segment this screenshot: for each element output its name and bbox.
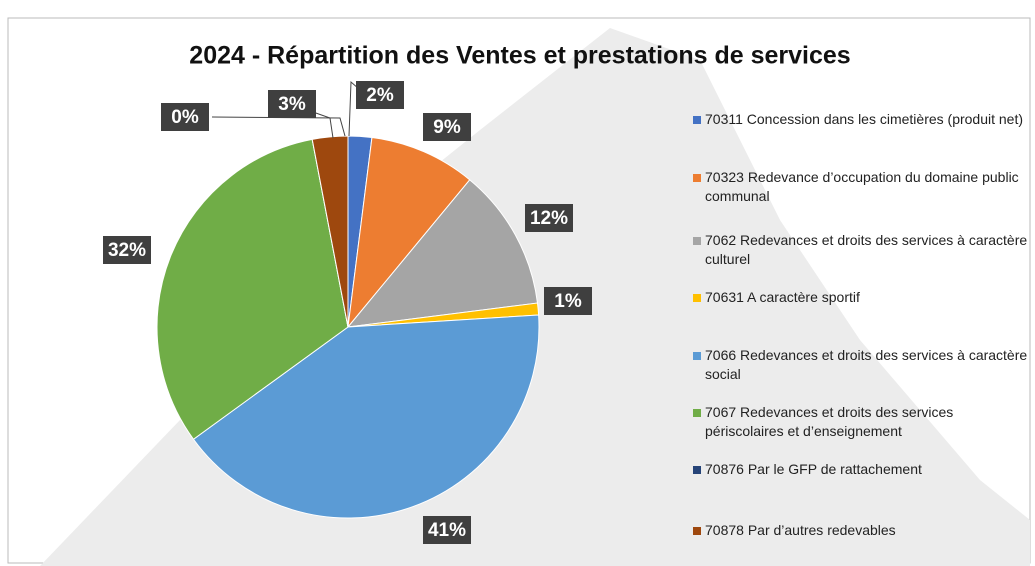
data-label: 1% xyxy=(554,291,582,312)
legend-label: 7062 Redevances et droits des services à… xyxy=(705,232,1028,267)
data-label: 3% xyxy=(278,94,306,115)
pie xyxy=(156,135,540,519)
legend-item: 70878 Par d’autres redevables xyxy=(693,521,1028,540)
legend-item: 7066 Redevances et droits des services à… xyxy=(693,346,1028,384)
legend-label: 70631 A caractère sportif xyxy=(705,289,860,305)
leader-line xyxy=(211,116,346,137)
chart-title: 2024 - Répartition des Ventes et prestat… xyxy=(189,42,850,70)
legend-item: 70311 Concession dans les cimetières (pr… xyxy=(693,110,1028,129)
legend-swatch xyxy=(693,116,701,124)
pie-slice xyxy=(192,314,540,519)
legend-label: 70311 Concession dans les cimetières (pr… xyxy=(705,111,1024,127)
legend-item: 7067 Redevances et droits des services p… xyxy=(693,403,1028,441)
data-labels: 2% 9% 12% 1% 41% 32% 0% 3% xyxy=(103,80,592,544)
legend-item: 7062 Redevances et droits des services à… xyxy=(693,231,1028,269)
data-label: 9% xyxy=(433,117,461,138)
data-label-box xyxy=(423,516,471,544)
legend-swatch xyxy=(693,174,701,182)
legend-swatch xyxy=(693,294,701,302)
legend-label: 7067 Redevances et droits des services p… xyxy=(705,404,954,439)
legend-item: 70631 A caractère sportif xyxy=(693,288,1028,307)
legend-swatch xyxy=(693,527,701,535)
legend-label: 7066 Redevances et droits des services à… xyxy=(705,347,1028,382)
data-label-box xyxy=(525,204,573,232)
data-label-box xyxy=(356,81,404,109)
data-label: 0% xyxy=(171,107,199,128)
data-label-box xyxy=(268,90,316,118)
data-label: 2% xyxy=(366,85,394,106)
pie-slice xyxy=(311,135,349,328)
legend-item: 70323 Redevance d’occupation du domaine … xyxy=(693,168,1028,206)
data-label: 32% xyxy=(108,240,146,261)
data-label: 12% xyxy=(530,208,568,229)
pie-slice xyxy=(156,138,349,440)
legend-item: 70876 Par le GFP de rattachement xyxy=(693,460,1028,479)
pie-slice xyxy=(347,136,471,329)
data-label-box xyxy=(423,113,471,141)
data-label: 41% xyxy=(428,520,466,541)
legend-label: 70876 Par le GFP de rattachement xyxy=(705,461,922,477)
legend-label: 70878 Par d’autres redevables xyxy=(705,522,896,538)
data-label-box xyxy=(544,287,592,315)
leader-line xyxy=(312,111,334,139)
data-label-box xyxy=(161,103,209,131)
legend-label: 70323 Redevance d’occupation du domaine … xyxy=(705,169,1019,204)
legend-swatch xyxy=(693,352,701,360)
legend-swatch xyxy=(693,237,701,245)
legend-swatch xyxy=(693,409,701,417)
pie-slice xyxy=(346,179,539,328)
data-label-box xyxy=(103,236,151,264)
legend-swatch xyxy=(693,466,701,474)
